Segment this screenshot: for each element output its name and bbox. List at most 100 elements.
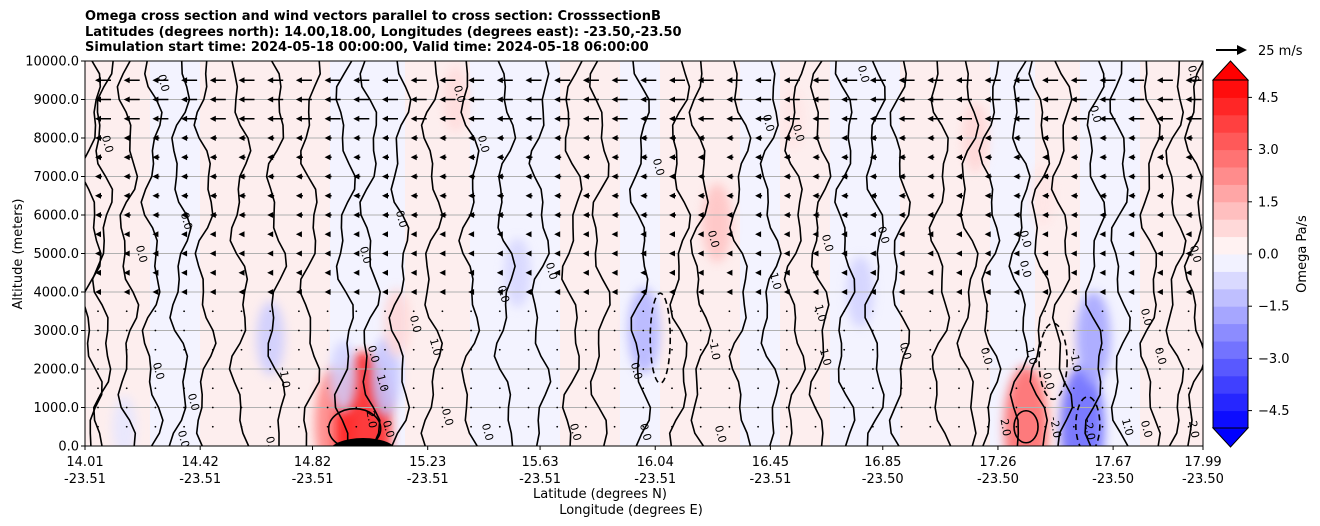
wind-vector-dot [872,348,874,351]
wind-vector-head [697,269,704,276]
wind-vector-dot [1130,387,1133,390]
wind-vector-head [554,231,561,238]
wind-vector-dot [900,368,903,370]
x-tick-lat: 14.42 [182,455,219,470]
x-tick-lon: -23.51 [64,472,106,487]
contour-label: 0.0 [263,435,280,455]
wind-vector-head [209,269,216,276]
wind-vector-head [755,250,762,257]
wind-vector-head [1185,231,1192,238]
wind-vector-head [123,115,130,122]
wind-vector-dot [843,329,846,332]
wind-vector-head [1042,154,1049,161]
wind-vector-dot [269,329,272,332]
wind-vector-head [324,231,331,238]
wind-vector-dot [441,348,444,351]
wind-vector-head [841,269,848,276]
wind-vector-head [841,212,848,218]
wind-vector-head [1185,135,1192,141]
wind-vector-head [267,289,274,295]
wind-vector-dot [671,425,673,428]
x-tick-lon: -23.50 [862,472,904,487]
wind-vector-dot [1072,368,1075,370]
wind-vector-head [238,192,245,199]
wind-vector-head [181,192,188,199]
wind-vector-dot [872,310,874,313]
wind-vector-dot [240,368,243,370]
wind-vector-head [1128,173,1135,180]
wind-vector-dot [929,348,932,351]
wind-vector-head [582,115,589,122]
wind-vector-head [927,154,934,161]
zero-contour [1109,61,1131,446]
colorbar-tick-label: −3.0 [1258,352,1290,367]
omega-patch [112,395,137,446]
wind-vector-head [1099,269,1106,276]
wind-vector-head [267,269,274,276]
wind-vector-head [927,115,934,122]
wind-vector-head [783,269,790,276]
wind-vector-head [295,96,302,103]
wind-vector-head [1156,192,1163,199]
wind-vector-head [1156,212,1163,218]
wind-vector-head [582,173,589,180]
wind-vector-head [209,96,216,103]
wind-vector-head [697,231,704,238]
wind-vector-head [353,115,360,122]
contour-label: 1.0 [817,347,834,367]
wind-vector-head [755,77,762,84]
colorbar-label: Omega Pa/s [1295,215,1310,293]
wind-vector-head [755,173,762,180]
wind-vector-head [496,115,503,122]
zero-contour [420,61,444,446]
wind-vector-head [468,212,475,218]
wind-vector-dot [986,387,989,390]
wind-vector-head [439,115,446,122]
wind-vector-dot [298,329,300,332]
contour-label: 0.0 [1152,346,1169,366]
wind-vector-dot [585,387,587,390]
wind-vector-head [181,250,188,257]
contour-label: 0.0 [1187,244,1204,264]
wind-vector-dot [699,406,702,409]
wind-vector-head [927,250,934,257]
wind-vector-head [1070,96,1077,103]
wind-vector-head [726,173,733,180]
wind-vector-head [927,192,934,199]
wind-vector-dot [498,368,501,370]
x-tick-lon: -23.50 [1092,472,1134,487]
colorbar-segment [1213,132,1248,151]
wind-vector-dot [384,406,386,409]
wind-vector-head [181,96,188,103]
wind-vector-dot [1159,425,1161,428]
wind-vector-dot [441,425,444,428]
wind-vector-head [1042,212,1049,218]
contour-label: 0.0 [628,361,645,381]
zero-contour [1084,61,1107,446]
wind-vector-dot [470,348,472,351]
wind-vector-head [726,154,733,161]
wind-vector-head [525,77,532,84]
x-tick-lat: 17.99 [1184,455,1221,470]
wind-vector-head [267,154,274,161]
contour-label: 1.0 [374,373,391,393]
colorbar-segment [1213,410,1248,429]
wind-vector-head [295,231,302,238]
wind-vector-head [382,115,388,122]
wind-vector-dot [240,387,243,390]
wind-vector-dot [986,348,989,351]
wind-vector-head [209,173,216,180]
wind-vector-dot [183,387,186,390]
wind-vector-dot [326,368,329,370]
wind-vector-dot [527,348,530,351]
wind-vector-head [669,192,675,199]
wind-vector-head [324,77,331,84]
wind-vector-head [755,269,762,276]
wind-vector-dot [412,310,415,313]
y-tick-label: 4000.0 [34,286,80,301]
wind-vector-dot [326,387,329,390]
wind-vector-head [869,96,876,103]
wind-vector-head [726,289,733,295]
wind-vector-head [582,289,589,295]
wind-vector-head [984,135,991,141]
